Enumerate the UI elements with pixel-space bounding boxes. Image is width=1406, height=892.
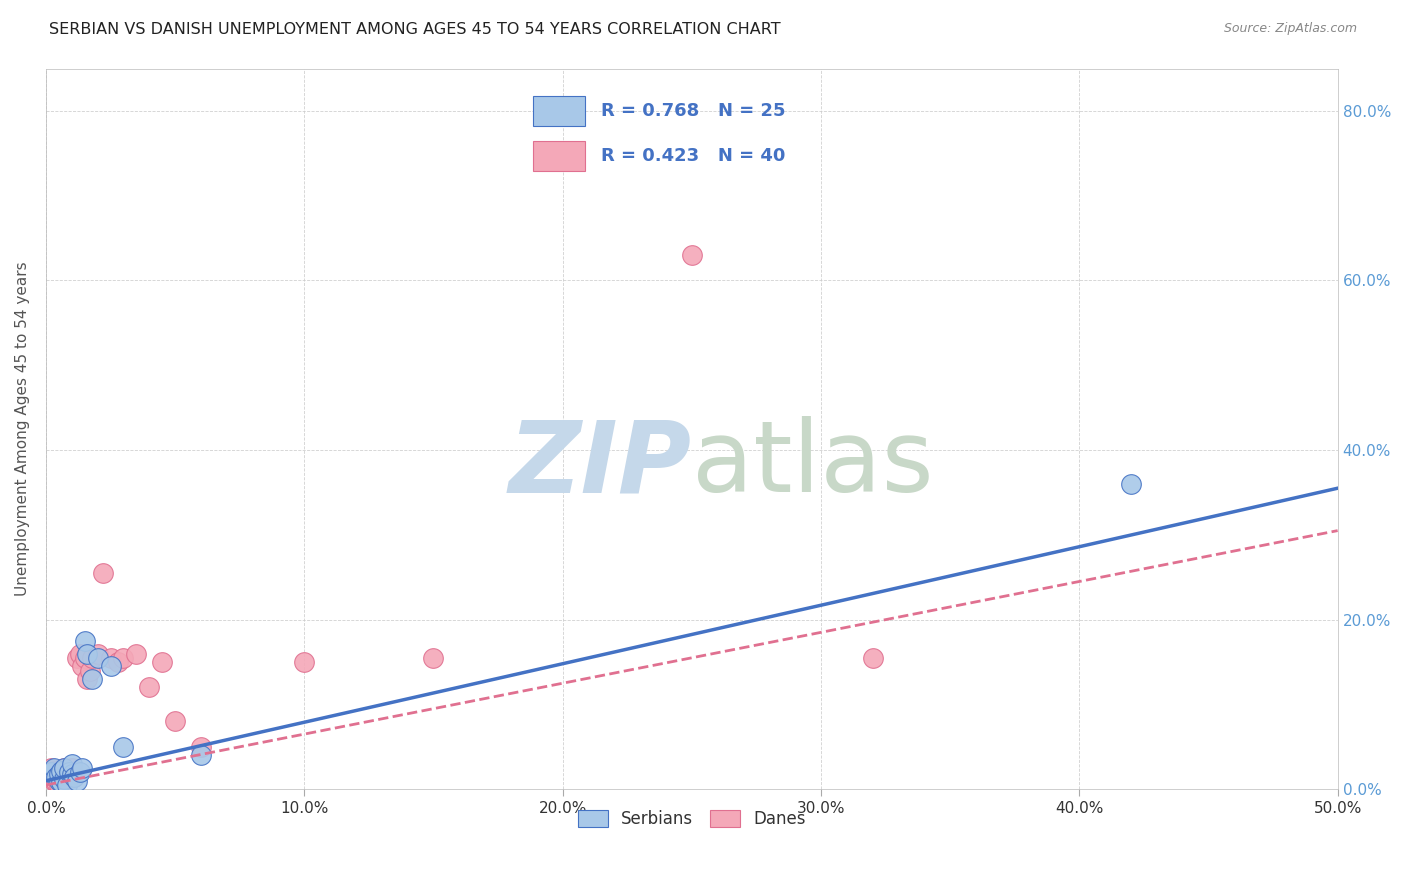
Text: Source: ZipAtlas.com: Source: ZipAtlas.com bbox=[1223, 22, 1357, 36]
Point bbox=[48, 773, 70, 788]
Point bbox=[48, 778, 70, 792]
Point bbox=[76, 672, 98, 686]
Point bbox=[422, 650, 444, 665]
Point bbox=[53, 761, 76, 775]
Point bbox=[73, 633, 96, 648]
Point bbox=[100, 659, 122, 673]
Point bbox=[70, 659, 93, 673]
Point bbox=[125, 647, 148, 661]
Point bbox=[51, 764, 73, 778]
Point bbox=[79, 664, 101, 678]
Point bbox=[60, 756, 83, 771]
Point bbox=[112, 739, 135, 754]
Point bbox=[48, 767, 70, 781]
Point bbox=[51, 765, 73, 780]
Point bbox=[70, 761, 93, 775]
Point bbox=[86, 647, 108, 661]
Point bbox=[39, 770, 62, 784]
Point bbox=[60, 767, 83, 781]
Point bbox=[60, 765, 83, 780]
Point bbox=[66, 650, 89, 665]
Point bbox=[55, 764, 77, 778]
Point bbox=[51, 775, 73, 789]
Point bbox=[53, 761, 76, 775]
Point bbox=[91, 566, 114, 580]
Point bbox=[66, 773, 89, 788]
Point bbox=[138, 681, 160, 695]
Point bbox=[107, 655, 129, 669]
Point bbox=[58, 767, 80, 781]
Point bbox=[76, 647, 98, 661]
Text: SERBIAN VS DANISH UNEMPLOYMENT AMONG AGES 45 TO 54 YEARS CORRELATION CHART: SERBIAN VS DANISH UNEMPLOYMENT AMONG AGE… bbox=[49, 22, 780, 37]
Point bbox=[39, 761, 62, 775]
Point bbox=[55, 770, 77, 784]
Point bbox=[51, 772, 73, 786]
Point bbox=[82, 672, 104, 686]
Point bbox=[862, 650, 884, 665]
Point bbox=[292, 655, 315, 669]
Point bbox=[42, 764, 65, 778]
Point bbox=[63, 770, 86, 784]
Point bbox=[100, 650, 122, 665]
Point bbox=[53, 772, 76, 786]
Point bbox=[69, 647, 91, 661]
Point bbox=[55, 778, 77, 792]
Point bbox=[69, 765, 91, 780]
Point bbox=[42, 773, 65, 788]
Text: ZIP: ZIP bbox=[509, 417, 692, 514]
Point bbox=[45, 770, 67, 784]
Point bbox=[190, 748, 212, 763]
Point bbox=[190, 739, 212, 754]
Point bbox=[86, 650, 108, 665]
Text: atlas: atlas bbox=[692, 417, 934, 514]
Point bbox=[82, 650, 104, 665]
Point bbox=[53, 775, 76, 789]
Point bbox=[1119, 477, 1142, 491]
Point bbox=[165, 714, 187, 729]
Point bbox=[681, 248, 703, 262]
Point bbox=[38, 765, 60, 780]
Point bbox=[60, 761, 83, 775]
Point bbox=[45, 775, 67, 789]
Point bbox=[48, 770, 70, 784]
Y-axis label: Unemployment Among Ages 45 to 54 years: Unemployment Among Ages 45 to 54 years bbox=[15, 261, 30, 596]
Point bbox=[58, 765, 80, 780]
Legend: Serbians, Danes: Serbians, Danes bbox=[571, 804, 813, 835]
Point bbox=[150, 655, 173, 669]
Point bbox=[39, 765, 62, 780]
Point bbox=[63, 770, 86, 784]
Point bbox=[42, 761, 65, 775]
Point bbox=[73, 650, 96, 665]
Point bbox=[45, 767, 67, 781]
Point bbox=[112, 650, 135, 665]
